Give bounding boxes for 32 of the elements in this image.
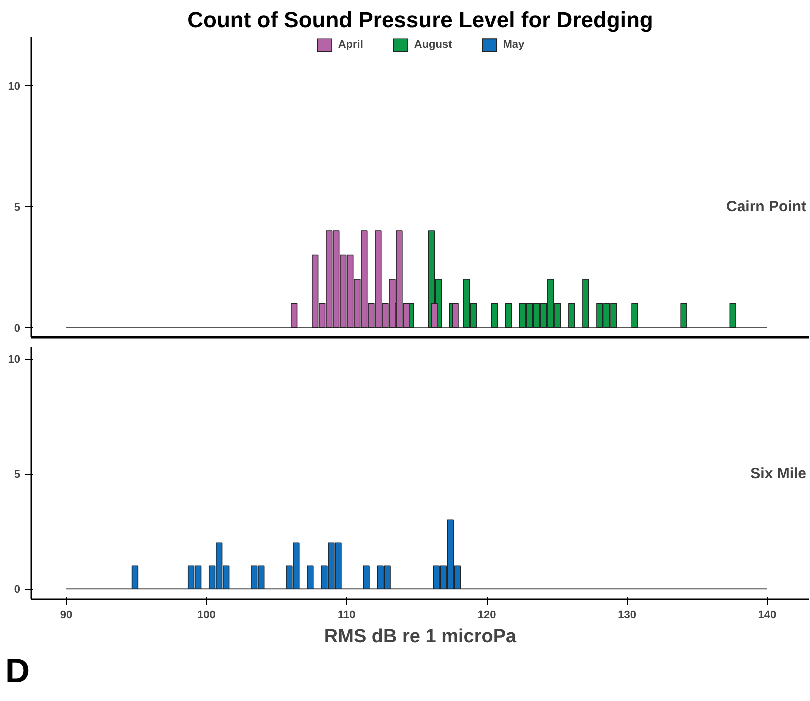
bar [491, 303, 498, 328]
legend-label: April [338, 39, 364, 51]
y-tick-label: 0 [14, 584, 21, 596]
bar [363, 566, 370, 590]
y-tick-label: 5 [14, 202, 21, 214]
bar [568, 303, 576, 328]
chart-title: Count of Sound Pressure Level for Dredging [188, 8, 654, 32]
y-tick-label: 10 [8, 354, 21, 366]
y-tick-label: 5 [14, 469, 21, 482]
bar [452, 303, 459, 328]
bar [582, 279, 590, 328]
bar [730, 303, 736, 328]
x-axis-title: RMS dB re 1 microPa [324, 626, 518, 648]
legend-label: May [503, 39, 525, 51]
y-tick-label: 10 [8, 80, 21, 93]
bar [132, 566, 139, 590]
text: D [6, 652, 30, 690]
x-tick-label: 110 [338, 610, 356, 622]
annotation: Cairn Point [726, 198, 807, 216]
bar [632, 303, 638, 328]
annotation: Six Mile [750, 466, 807, 483]
bar [680, 303, 688, 328]
legend-label: August [414, 39, 452, 51]
x-tick-label: 100 [198, 610, 216, 622]
x-tick-label: 120 [478, 610, 496, 622]
bar [290, 303, 298, 328]
bar [505, 303, 512, 328]
x-tick-label: 130 [618, 610, 636, 622]
x-tick-label: 90 [60, 610, 73, 622]
bar [307, 566, 314, 590]
x-tick-label: 140 [758, 610, 777, 622]
y-tick-label: 0 [14, 322, 21, 335]
